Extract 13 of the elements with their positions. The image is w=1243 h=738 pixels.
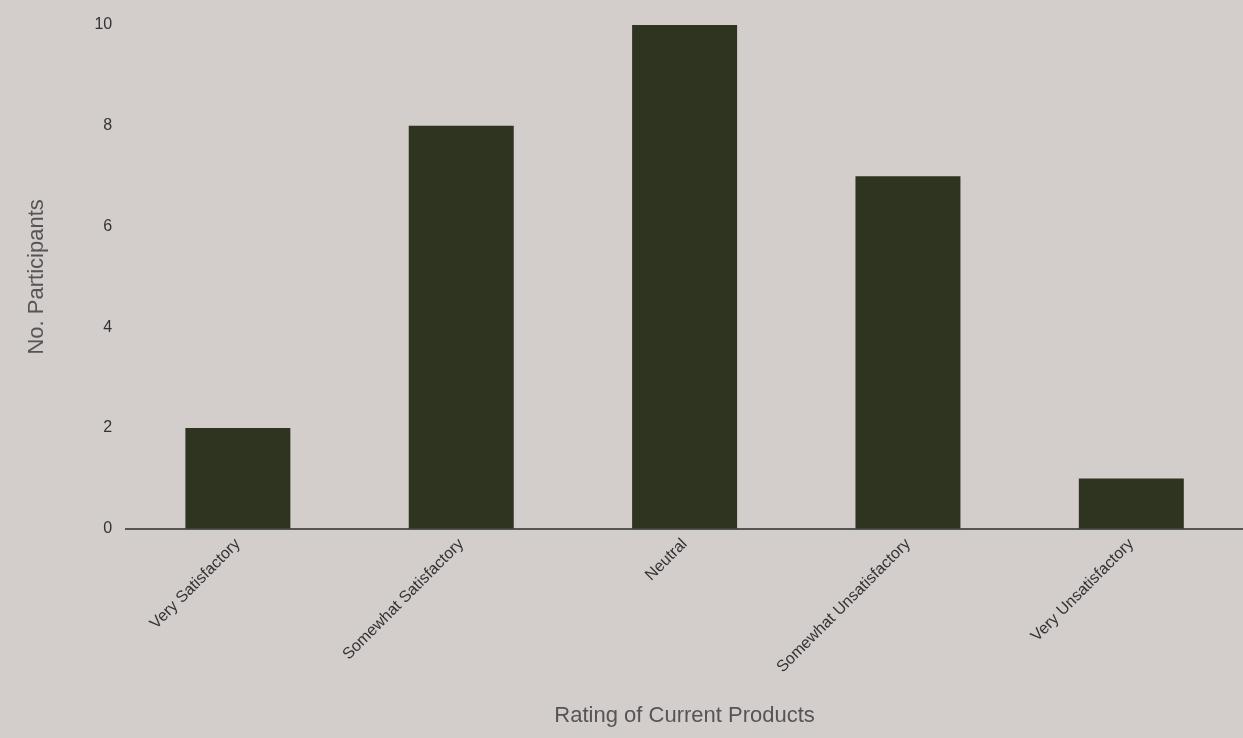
y-tick-label: 4: [103, 317, 113, 335]
bar: [632, 25, 738, 529]
bar: [408, 125, 514, 529]
bar: [185, 428, 291, 529]
bar: [1078, 478, 1184, 529]
x-axis-title: Rating of Current Products: [554, 701, 815, 727]
bar: [855, 176, 961, 529]
y-tick-label: 8: [103, 116, 113, 134]
y-tick-label: 6: [103, 216, 113, 234]
y-tick-label: 0: [103, 519, 113, 537]
y-tick-label: 2: [103, 418, 113, 436]
y-tick-label: 10: [94, 15, 113, 33]
y-axis-title: No. Participants: [23, 199, 49, 355]
